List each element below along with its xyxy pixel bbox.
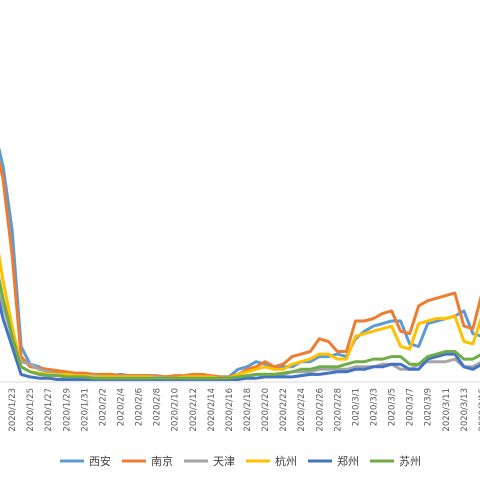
x-tick-label-21: 2020/3/3 xyxy=(370,388,380,426)
x-tick-label-9: 2020/2/8 xyxy=(153,388,163,426)
x-tick-label-26: 2020/3/13 xyxy=(460,388,470,432)
series-line-0 xyxy=(0,146,480,380)
x-tick-label-25: 2020/3/11 xyxy=(442,388,452,432)
legend-label-5: 苏州 xyxy=(399,455,421,468)
x-tick-label-24: 2020/3/9 xyxy=(424,388,434,426)
x-tick-label-16: 2020/2/22 xyxy=(279,388,289,432)
x-tick-label-20: 2020/3/1 xyxy=(352,388,362,426)
x-tick-label-12: 2020/2/14 xyxy=(207,388,217,432)
x-tick-label-23: 2020/3/7 xyxy=(406,388,416,426)
series-line-3 xyxy=(0,252,480,380)
x-tick-label-11: 2020/2/12 xyxy=(189,388,199,432)
legend-label-2: 天津 xyxy=(213,455,235,468)
legend-label-1: 南京 xyxy=(151,454,173,468)
series-lines xyxy=(0,146,480,381)
x-tick-label-2: 2020/1/25 xyxy=(26,388,36,432)
x-tick-label-15: 2020/2/20 xyxy=(261,388,271,432)
x-tick-label-4: 2020/1/29 xyxy=(62,388,72,432)
series-line-4 xyxy=(0,299,480,381)
x-tick-label-10: 2020/2/10 xyxy=(171,388,181,432)
x-tick-label-3: 2020/1/27 xyxy=(44,388,54,432)
x-tick-label-8: 2020/2/6 xyxy=(135,388,145,426)
legend-label-4: 郑州 xyxy=(337,454,359,468)
x-tick-label-6: 2020/2/2 xyxy=(98,388,108,426)
x-tick-label-19: 2020/2/28 xyxy=(333,388,343,432)
x-tick-label-27: 2020/3/15 xyxy=(478,388,480,432)
x-tick-label-14: 2020/2/18 xyxy=(243,388,253,432)
x-tick-label-18: 2020/2/26 xyxy=(315,388,325,432)
legend-label-3: 杭州 xyxy=(275,454,297,468)
series-line-5 xyxy=(0,276,480,380)
x-tick-label-5: 2020/1/31 xyxy=(80,388,90,432)
legend-label-0: 西安 xyxy=(89,454,111,468)
x-tick-label-13: 2020/2/16 xyxy=(225,388,235,432)
x-tick-label-1: 2020/1/23 xyxy=(8,388,18,432)
x-tick-label-7: 2020/2/4 xyxy=(117,388,127,426)
x-tick-label-22: 2020/3/5 xyxy=(388,388,398,426)
x-tick-label-17: 2020/2/24 xyxy=(297,388,307,432)
x-tick-labels: 2020/1/212020/1/232020/1/252020/1/272020… xyxy=(8,388,480,432)
legend: 西安 南京 天津 杭州 郑州 苏州 xyxy=(60,454,421,468)
